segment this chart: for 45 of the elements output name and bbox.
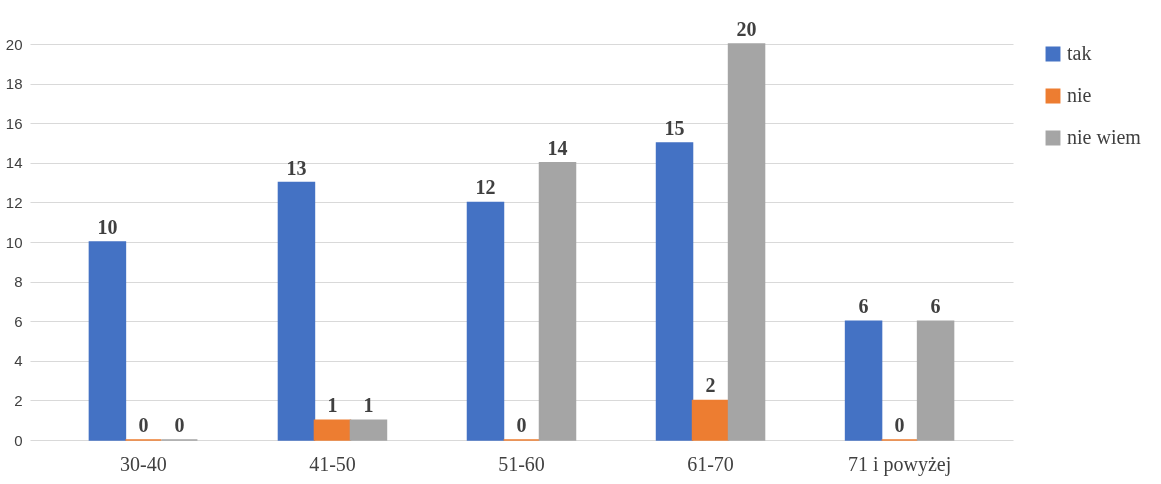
x-tick-label: 41-50 bbox=[309, 452, 356, 475]
y-tick-label: 4 bbox=[14, 352, 23, 370]
y-tick-label: 12 bbox=[5, 193, 23, 211]
x-tick-label: 51-60 bbox=[498, 452, 545, 475]
bar bbox=[844, 320, 883, 441]
bar bbox=[466, 201, 505, 441]
x-tick-label: 30-40 bbox=[120, 452, 167, 475]
y-tick-label: 20 bbox=[5, 35, 23, 53]
bar bbox=[916, 320, 955, 441]
bar bbox=[691, 399, 730, 441]
legend-label: nie bbox=[1067, 84, 1092, 106]
data-label: 15 bbox=[664, 117, 685, 139]
data-label: 13 bbox=[286, 156, 307, 179]
y-tick-label: 10 bbox=[5, 233, 23, 251]
data-label: 6 bbox=[930, 295, 941, 318]
bar bbox=[349, 419, 388, 441]
bar bbox=[313, 419, 352, 441]
bar bbox=[277, 181, 316, 441]
y-tick-label: 18 bbox=[5, 75, 23, 93]
data-label: 0 bbox=[516, 414, 527, 436]
data-label: 20 bbox=[736, 18, 757, 40]
data-label: 1 bbox=[363, 394, 374, 417]
x-tick-label: 61-70 bbox=[687, 452, 734, 475]
y-tick-label: 2 bbox=[14, 391, 23, 409]
legend-label: nie wiem bbox=[1067, 126, 1142, 148]
y-tick-label: 6 bbox=[14, 312, 23, 330]
bar bbox=[538, 162, 577, 441]
data-label: 1 bbox=[327, 394, 338, 417]
y-tick-label: 14 bbox=[5, 154, 23, 172]
data-label: 10 bbox=[97, 216, 118, 238]
data-label: 6 bbox=[858, 295, 869, 318]
legend-label: tak bbox=[1067, 42, 1092, 64]
data-label: 0 bbox=[138, 414, 149, 436]
y-tick-label: 8 bbox=[14, 273, 23, 291]
data-label: 0 bbox=[174, 414, 185, 436]
bar bbox=[727, 43, 766, 441]
y-tick-label: 16 bbox=[5, 114, 23, 132]
data-label: 12 bbox=[475, 176, 496, 199]
x-tick-label: 71 i powyżej bbox=[847, 452, 952, 476]
data-label: 14 bbox=[547, 136, 568, 159]
data-label: 2 bbox=[705, 374, 716, 397]
bar bbox=[655, 142, 694, 441]
data-label: 0 bbox=[894, 414, 905, 436]
bar bbox=[88, 241, 127, 441]
y-tick-label: 0 bbox=[14, 431, 23, 449]
